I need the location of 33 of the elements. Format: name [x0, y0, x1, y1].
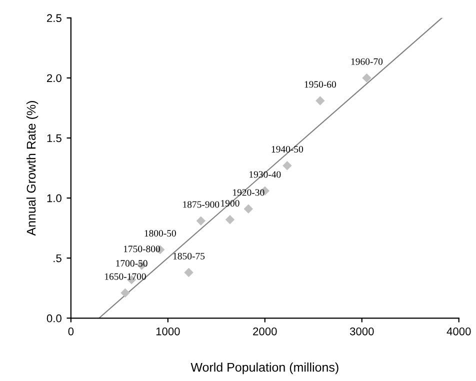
point	[316, 96, 325, 106]
annotation: 1900	[221, 200, 240, 207]
y-tick-label: 1.0	[47, 194, 62, 202]
annotation: 1940-50	[272, 146, 304, 153]
point	[244, 204, 254, 214]
point	[282, 161, 292, 170]
annotation: 1650-1700	[105, 273, 146, 280]
y-tick-label: 1.5	[47, 134, 62, 142]
annotation: 1800-50	[144, 230, 176, 237]
y-tick-label: 2.0	[47, 74, 62, 82]
annotation: 1930-40	[250, 171, 281, 178]
annotation: 1750-800	[124, 246, 160, 252]
x-tick-label: 3000	[350, 327, 374, 336]
annotation: 1700-50	[116, 260, 148, 267]
point	[196, 216, 206, 226]
annotation: 1920-30	[233, 189, 264, 196]
point	[225, 215, 235, 224]
x-tick-label: 4000	[446, 327, 471, 336]
y-tick-label: 2.5	[47, 14, 62, 22]
point	[184, 268, 194, 278]
y-tick-label: 0.0	[46, 314, 62, 322]
y-axis-title: Annual Growth Rate (%)	[26, 101, 38, 236]
x-tick-label: 0	[68, 327, 74, 336]
point	[120, 288, 130, 298]
annotation: 1960-70	[351, 58, 383, 65]
annotation: 1875-900	[183, 201, 220, 208]
annotation: 1950-60	[304, 81, 336, 88]
x-tick-label: 1000	[156, 327, 180, 336]
point	[362, 73, 372, 83]
y-tick-label: .5	[54, 254, 62, 262]
x-tick-label: 2000	[253, 327, 277, 336]
annotation: 1850-75	[173, 252, 205, 260]
x-axis-title: World Population (millions)	[190, 362, 338, 374]
